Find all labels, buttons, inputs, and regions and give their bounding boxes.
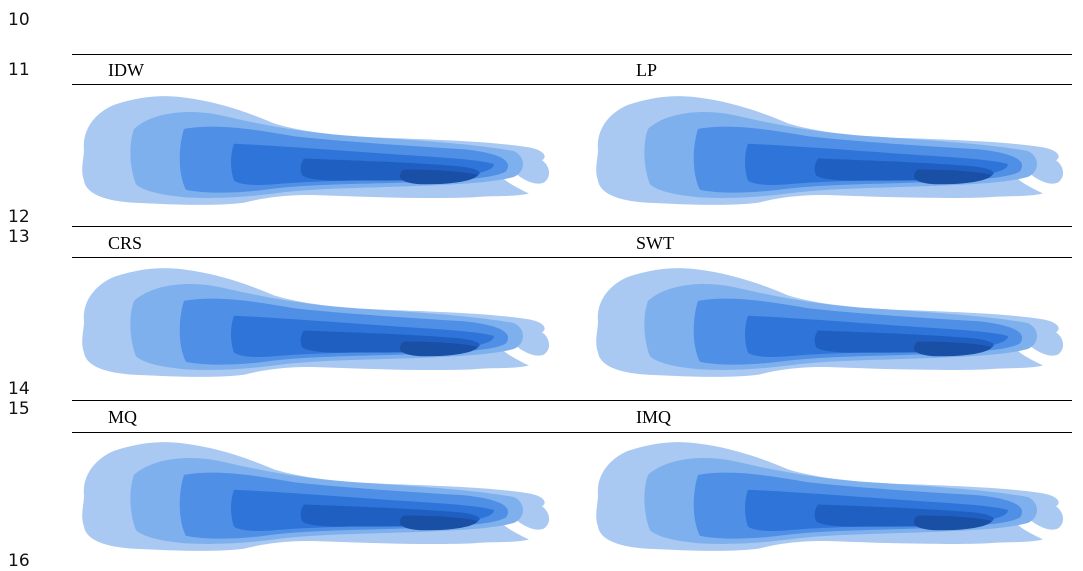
- depth-map-graphic: [596, 268, 1064, 377]
- line-number-13: 13: [8, 227, 30, 247]
- table-rule-mid-1: [72, 84, 1072, 85]
- map-crs: [74, 264, 554, 384]
- panel-label-idw: IDW: [108, 60, 144, 80]
- map-swt: [588, 264, 1068, 384]
- map-lp: [588, 92, 1068, 212]
- depth-map-graphic: [596, 442, 1064, 551]
- depth-map-graphic: [82, 96, 550, 205]
- panel-label-swt: SWT: [636, 233, 674, 253]
- table-rule-mid-3: [72, 432, 1072, 433]
- depth-contour-6: [400, 515, 478, 531]
- table-rule-mid-2: [72, 257, 1072, 258]
- map-idw: [74, 92, 554, 212]
- depth-contour-6: [914, 515, 992, 531]
- panel-label-lp: LP: [636, 60, 658, 80]
- line-number-10: 10: [8, 10, 30, 30]
- depth-map-graphic: [82, 442, 550, 551]
- line-number-11: 11: [8, 60, 30, 80]
- panel-label-mq: MQ: [108, 407, 138, 427]
- line-number-14: 14: [8, 379, 30, 399]
- depth-contour-6: [400, 169, 478, 185]
- depth-contour-6: [400, 341, 478, 357]
- panel-label-imq: IMQ: [636, 407, 671, 427]
- depth-contour-6: [914, 169, 992, 185]
- map-mq: [74, 438, 554, 558]
- line-number-16: 16: [8, 551, 30, 571]
- depth-map-graphic: [596, 96, 1064, 205]
- table-rule-top-1: [72, 54, 1072, 55]
- line-number-15: 15: [8, 399, 30, 419]
- table-rule-top-3: [72, 400, 1072, 401]
- panel-label-crs: CRS: [108, 233, 143, 253]
- depth-map-graphic: [82, 268, 550, 377]
- map-imq: [588, 438, 1068, 558]
- table-rule-top-2: [72, 226, 1072, 227]
- line-number-12: 12: [8, 207, 30, 227]
- depth-contour-6: [914, 341, 992, 357]
